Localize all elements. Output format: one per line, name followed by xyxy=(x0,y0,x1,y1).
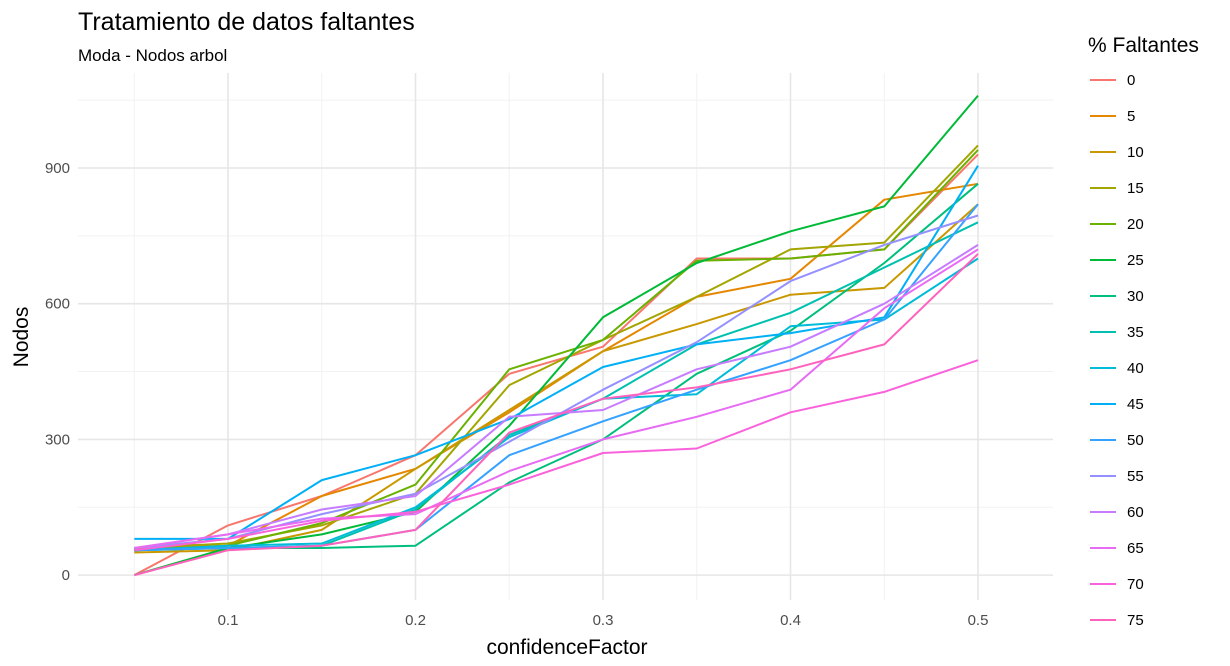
series-line-75 xyxy=(134,253,979,577)
legend-label-5: 5 xyxy=(1127,108,1135,125)
legend-title: % Faltantes xyxy=(1088,34,1199,57)
x-tick-label: 0.4 xyxy=(780,612,801,629)
x-axis-ticks: 0.1 0.2 0.3 0.4 0.5 xyxy=(218,612,989,629)
series-line-40 xyxy=(134,257,979,552)
series-line-10 xyxy=(134,203,979,554)
x-tick-label: 0.3 xyxy=(593,612,614,629)
x-tick-label: 0.2 xyxy=(405,612,426,629)
minor-gridlines xyxy=(78,73,1053,600)
legend-label-20: 20 xyxy=(1127,216,1144,233)
series-line-20 xyxy=(134,149,979,552)
legend-label-25: 25 xyxy=(1127,252,1144,269)
series-line-5 xyxy=(134,182,979,549)
legend-label-35: 35 xyxy=(1127,324,1144,341)
x-tick-label: 0.1 xyxy=(218,612,239,629)
y-tick-label: 0 xyxy=(62,567,70,584)
legend-label-30: 30 xyxy=(1127,288,1144,305)
legend-label-55: 55 xyxy=(1127,468,1144,485)
legend-label-75: 75 xyxy=(1127,612,1144,629)
series-lines xyxy=(133,94,979,577)
series-line-35 xyxy=(134,221,979,552)
legend-label-65: 65 xyxy=(1127,540,1144,557)
y-axis-title: Nodos xyxy=(10,307,33,368)
y-tick-label: 900 xyxy=(45,160,70,177)
y-axis-ticks: 0 300 600 900 xyxy=(45,160,70,584)
legend-label-0: 0 xyxy=(1127,72,1135,89)
major-gridlines xyxy=(78,73,1053,600)
legend-label-70: 70 xyxy=(1127,576,1144,593)
x-axis-title: confidenceFactor xyxy=(486,636,647,659)
series-line-0 xyxy=(133,153,979,576)
series-line-15 xyxy=(134,144,979,549)
x-tick-label: 0.5 xyxy=(968,612,989,629)
chart-title: Tratamiento de datos faltantes xyxy=(78,8,415,36)
legend-label-60: 60 xyxy=(1127,504,1144,521)
series-line-65 xyxy=(134,248,979,549)
series-line-25 xyxy=(134,94,979,577)
legend-items: 0 5 10 15 20 25 30 35 40 45 50 55 60 65 70 75 xyxy=(1090,72,1144,629)
chart-subtitle: Moda - Nodos arbol xyxy=(78,46,227,65)
y-tick-label: 600 xyxy=(45,296,70,313)
legend-label-40: 40 xyxy=(1127,360,1144,377)
series-line-70 xyxy=(134,359,979,552)
series-line-60 xyxy=(134,244,979,549)
legend-label-50: 50 xyxy=(1127,432,1144,449)
legend: % Faltantes 0 5 10 15 20 25 30 35 40 45 50 55 60 65 70… xyxy=(1088,34,1199,629)
legend-label-15: 15 xyxy=(1127,180,1144,197)
legend-label-10: 10 xyxy=(1127,144,1144,161)
y-tick-label: 300 xyxy=(45,431,70,448)
legend-label-45: 45 xyxy=(1127,396,1144,413)
series-line-30 xyxy=(134,183,979,552)
series-line-50 xyxy=(134,203,979,552)
